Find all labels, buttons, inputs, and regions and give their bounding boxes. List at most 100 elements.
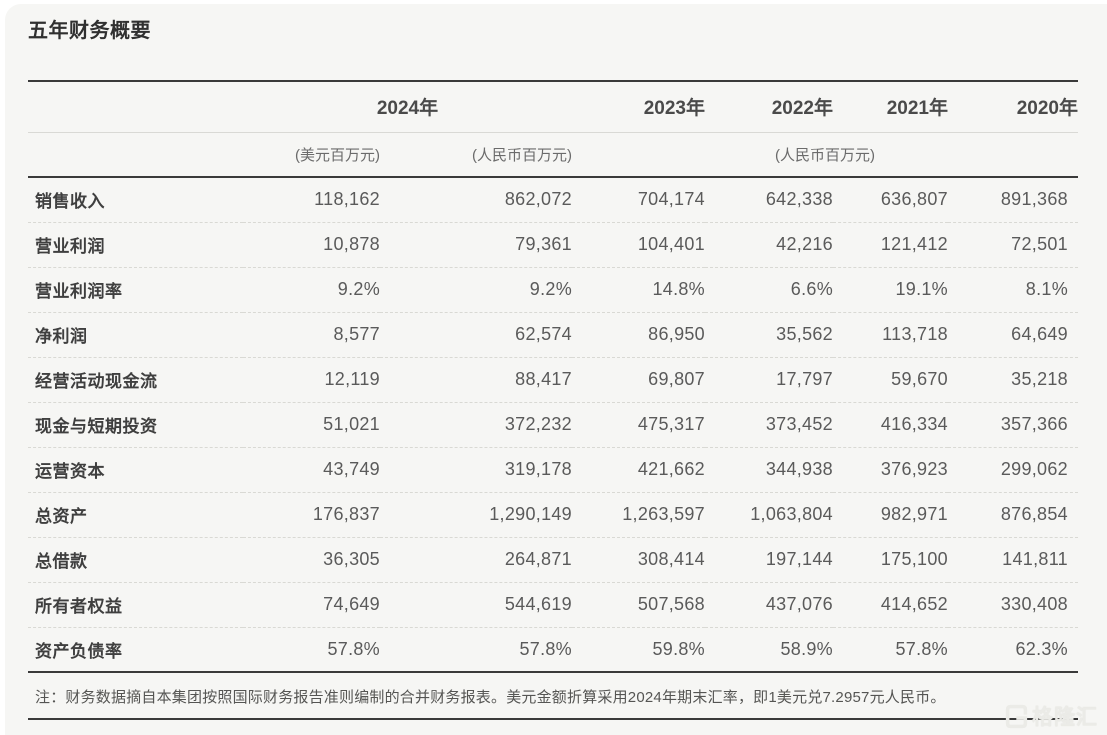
row-value: 421,662	[637, 459, 705, 479]
row-value: 862,072	[504, 189, 572, 210]
row-value: 74,649	[323, 594, 380, 614]
row-value: 79,361	[515, 234, 572, 254]
year-header-2021: 2021年	[833, 81, 948, 133]
row-label: 总资产	[35, 507, 88, 526]
row-value: 19.1%	[895, 279, 948, 299]
table-row: 营业利润 10,878 79,361 104,401 42,216 121,41…	[28, 222, 1078, 267]
row-value: 982,971	[880, 504, 948, 524]
row-value: 59.8%	[652, 638, 705, 659]
row-value: 8.1%	[1025, 279, 1068, 299]
table-row: 总借款 36,305 264,871 308,414 197,144 175,1…	[28, 537, 1078, 582]
row-value: 1,063,804	[750, 504, 833, 524]
row-value: 43,749	[323, 459, 380, 479]
row-value: 376,923	[880, 459, 948, 479]
gelonghui-logo-icon	[1005, 704, 1028, 728]
table-row: 所有者权益 74,649 544,619 507,568 437,076 414…	[28, 582, 1078, 627]
row-value: 414,652	[880, 594, 948, 614]
row-value: 876,854	[1000, 504, 1068, 524]
table-row: 总资产 176,837 1,290,149 1,263,597 1,063,80…	[28, 492, 1078, 537]
year-header-2023: 2023年	[572, 81, 705, 133]
watermark-text: 格隆汇	[1032, 706, 1098, 729]
year-header-row: 2024年 2023年 2022年 2021年 2020年	[28, 81, 1078, 133]
row-label: 销售收入	[35, 192, 105, 212]
row-value: 344,938	[765, 459, 833, 479]
row-label: 运营资本	[35, 462, 105, 481]
row-value: 35,218	[1011, 369, 1068, 389]
year-header-2020: 2020年	[948, 81, 1078, 133]
year-header-2022: 2022年	[705, 81, 833, 133]
row-value: 319,178	[504, 459, 572, 479]
row-value: 57.8%	[895, 638, 948, 659]
row-value: 10,878	[323, 234, 380, 254]
row-value: 357,366	[1000, 414, 1068, 434]
row-value: 544,619	[504, 594, 572, 614]
table-row: 资产负债率 57.8% 57.8% 59.8% 58.9% 57.8% 62.3…	[28, 627, 1078, 672]
row-value: 57.8%	[327, 638, 380, 659]
row-value: 86,950	[648, 324, 705, 344]
row-value: 197,144	[765, 549, 833, 569]
table-row: 运营资本 43,749 319,178 421,662 344,938 376,…	[28, 447, 1078, 492]
header-empty-cell	[28, 81, 243, 133]
unit-header-row: (美元百万元) (人民币百万元) (人民币百万元)	[28, 132, 1078, 178]
row-value: 69,807	[648, 369, 705, 389]
row-value: 141,811	[1002, 549, 1068, 569]
row-value: 121,412	[880, 234, 948, 254]
row-label: 营业利润	[35, 237, 105, 256]
row-value: 437,076	[765, 594, 833, 614]
row-value: 330,408	[1000, 594, 1068, 614]
row-label: 净利润	[35, 327, 88, 346]
row-value: 299,062	[1000, 459, 1068, 479]
row-value: 62.3%	[1015, 638, 1068, 659]
row-value: 59,670	[891, 369, 948, 389]
row-value: 507,568	[637, 594, 705, 614]
row-value: 36,305	[323, 549, 380, 569]
row-value: 88,417	[515, 369, 572, 389]
content-area: 五年财务概要 2024年 2023年 2022年 2021年 2020年	[5, 14, 1107, 720]
row-value: 35,562	[776, 324, 833, 344]
row-value: 17,797	[776, 369, 833, 389]
table-row: 销售收入 118,162 862,072 704,174 642,338 636…	[28, 177, 1078, 222]
unit-label-rmb-2024: (人民币百万元)	[380, 132, 572, 178]
financial-table: 2024年 2023年 2022年 2021年 2020年 (美元百万元) (人…	[28, 80, 1078, 673]
row-label: 所有者权益	[35, 597, 123, 616]
unit-label-usd: (美元百万元)	[243, 132, 380, 178]
row-value: 58.9%	[780, 638, 833, 659]
row-label: 现金与短期投资	[35, 417, 158, 436]
row-value: 64,649	[1011, 324, 1068, 344]
table-row: 经营活动现金流 12,119 88,417 69,807 17,797 59,6…	[28, 357, 1078, 402]
row-value: 6.6%	[790, 279, 833, 299]
page: 五年财务概要 2024年 2023年 2022年 2021年 2020年	[5, 4, 1107, 735]
table-row: 净利润 8,577 62,574 86,950 35,562 113,718 6…	[28, 312, 1078, 357]
watermark: 格隆汇	[1004, 701, 1098, 731]
row-value: 308,414	[637, 549, 705, 569]
row-value: 62,574	[515, 324, 572, 344]
row-value: 642,338	[765, 189, 833, 210]
row-value: 9.2%	[529, 279, 572, 299]
row-value: 475,317	[637, 414, 705, 434]
page-title: 五年财务概要	[28, 20, 151, 42]
row-value: 118,162	[314, 189, 380, 210]
row-label: 经营活动现金流	[35, 372, 158, 391]
row-value: 51,021	[323, 414, 380, 434]
row-value: 891,368	[1000, 189, 1068, 210]
row-value: 9.2%	[337, 279, 380, 299]
row-value: 113,718	[882, 324, 948, 344]
row-value: 175,100	[880, 549, 948, 569]
row-value: 12,119	[324, 369, 380, 389]
row-value: 264,871	[504, 549, 572, 569]
row-value: 1,290,149	[489, 504, 572, 524]
row-value: 636,807	[880, 189, 948, 210]
row-value: 57.8%	[519, 638, 572, 659]
row-label: 营业利润率	[35, 282, 123, 301]
row-value: 104,401	[637, 234, 705, 254]
row-label: 总借款	[35, 552, 88, 571]
row-value: 8,577	[333, 324, 380, 344]
row-value: 416,334	[880, 414, 948, 434]
unit-empty-cell	[28, 132, 243, 178]
row-value: 42,216	[776, 234, 833, 254]
unit-label-rmb-prior-years: (人民币百万元)	[572, 132, 1078, 178]
row-value: 14.8%	[652, 279, 705, 299]
row-value: 372,232	[504, 414, 572, 434]
row-value: 176,837	[312, 504, 380, 524]
table-row: 营业利润率 9.2% 9.2% 14.8% 6.6% 19.1% 8.1%	[28, 267, 1078, 312]
